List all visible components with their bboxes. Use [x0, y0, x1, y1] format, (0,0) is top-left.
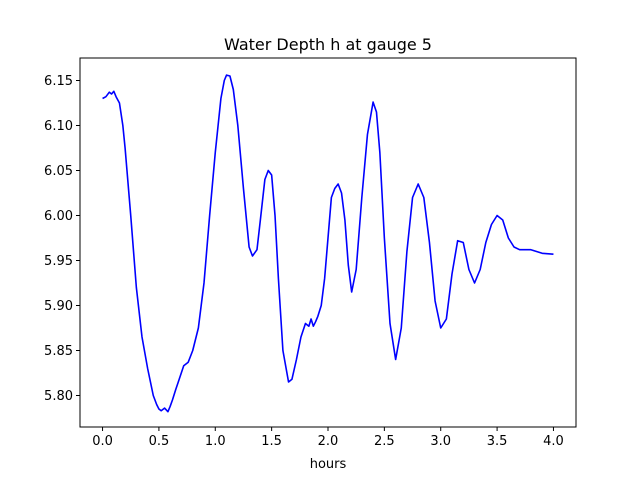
- x-axis-label: hours: [310, 457, 347, 472]
- y-tick-label: 5.85: [44, 344, 73, 359]
- x-tick-label: 3.5: [487, 434, 508, 449]
- y-tick-label: 6.05: [44, 164, 73, 179]
- x-tick-label: 2.0: [318, 434, 339, 449]
- x-axis-ticks: 0.0 0.5 1.0 1.5 2.0 2.5 3.0 3.5 4.0: [92, 427, 564, 449]
- x-tick-label: 0.0: [92, 434, 113, 449]
- x-tick-label: 1.5: [261, 434, 282, 449]
- x-tick-label: 3.0: [430, 434, 451, 449]
- y-tick-label: 5.90: [44, 299, 73, 314]
- series-layer: [102, 74, 554, 413]
- y-axis-ticks: 5.80 5.85 5.90 5.95 6.00 6.05 6.10 6.15: [44, 74, 80, 404]
- x-tick-label: 4.0: [543, 434, 564, 449]
- y-tick-label: 6.00: [44, 209, 73, 224]
- y-tick-label: 6.10: [44, 119, 73, 134]
- series-line-0: [102, 74, 554, 413]
- y-tick-label: 5.95: [44, 254, 73, 269]
- x-tick-label: 1.0: [205, 434, 226, 449]
- y-tick-label: 5.80: [44, 389, 73, 404]
- chart-title: Water Depth h at gauge 5: [224, 35, 432, 54]
- y-tick-label: 6.15: [44, 74, 73, 89]
- x-tick-label: 2.5: [374, 434, 395, 449]
- x-tick-label: 0.5: [149, 434, 170, 449]
